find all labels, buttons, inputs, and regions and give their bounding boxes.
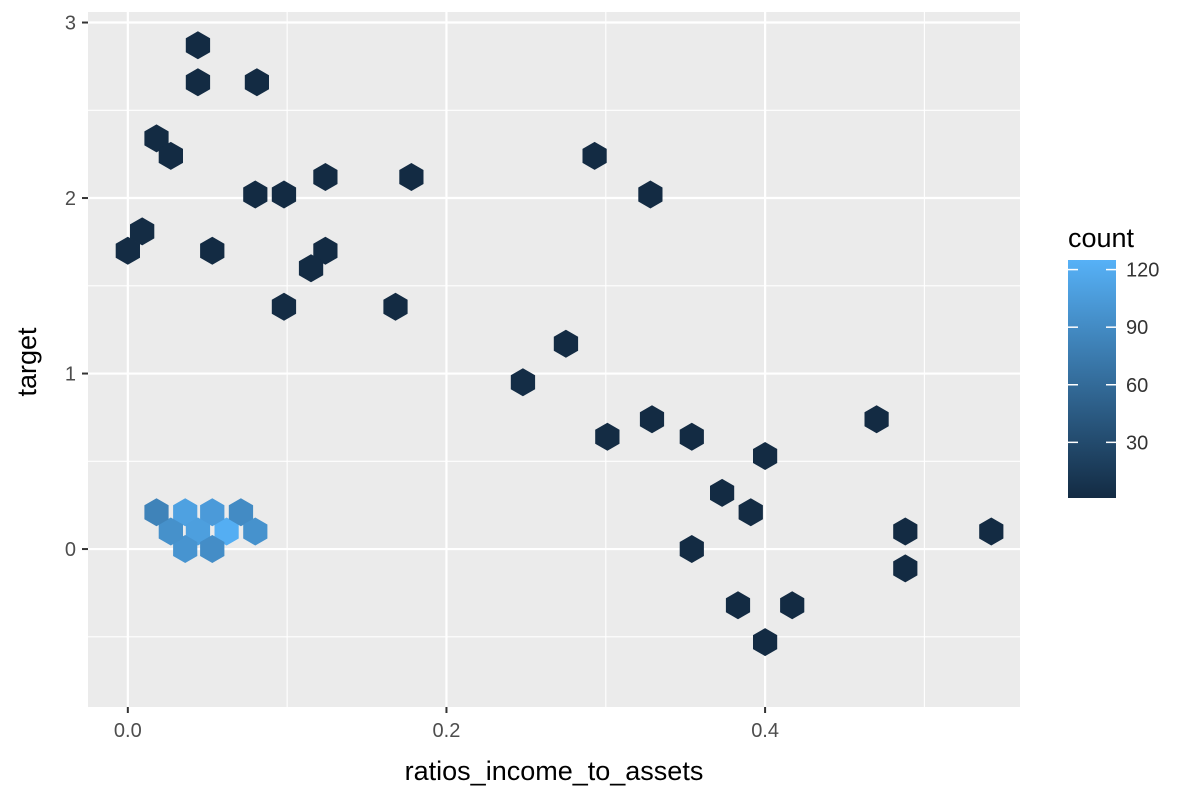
y-tick-label: 1 <box>65 364 76 386</box>
hex-bin <box>864 405 889 434</box>
legend-title: count <box>1068 223 1135 253</box>
legend: count 30 60 90 120 <box>1068 223 1159 498</box>
hex-bin <box>200 498 225 527</box>
hex-bin <box>595 422 620 451</box>
hex-bin <box>214 517 239 546</box>
hex-bin <box>244 68 269 97</box>
hex-bin <box>638 180 663 209</box>
hex-bin <box>979 517 1004 546</box>
hex-bin <box>679 535 704 563</box>
hex-bin <box>893 517 918 546</box>
hex-bin <box>200 236 225 265</box>
hex-bin <box>185 31 211 60</box>
legend-label: 60 <box>1126 375 1148 397</box>
x-tick-label: 0.0 <box>114 720 142 742</box>
hex-bin <box>271 292 297 321</box>
hex-bin <box>553 329 579 358</box>
hex-bin <box>173 535 198 563</box>
hex-bin <box>313 163 338 191</box>
hex-bin <box>185 68 211 97</box>
hex-bin <box>144 498 169 527</box>
plot-panel <box>88 12 1020 707</box>
hex-bin <box>228 498 254 527</box>
legend-ticks: 30 60 90 120 <box>1068 260 1159 454</box>
hex-bin <box>725 591 751 620</box>
y-axis-title: target <box>12 327 42 397</box>
x-axis-title: ratios_income_to_assets <box>405 756 704 786</box>
hex-bin <box>185 517 211 546</box>
hex-bins <box>115 31 1004 657</box>
hex-bin <box>510 368 536 397</box>
hex-bin <box>173 498 198 527</box>
hex-bin <box>158 517 183 546</box>
hex-bin <box>399 163 424 191</box>
hex-bin <box>200 535 225 563</box>
legend-label: 90 <box>1126 317 1148 339</box>
hex-bin <box>679 422 704 451</box>
hex-bin <box>383 292 408 321</box>
y-tick-label: 0 <box>65 539 76 561</box>
hex-bin <box>710 478 735 507</box>
x-tick-label: 0.4 <box>751 720 779 742</box>
hex-bin <box>298 254 324 283</box>
hex-bin <box>243 180 268 209</box>
y-tick-label: 2 <box>65 188 76 210</box>
axes: 0.0 0.2 0.4 0 1 2 3 <box>65 13 779 742</box>
legend-label: 120 <box>1126 260 1159 282</box>
hex-bin <box>313 236 338 265</box>
legend-label: 30 <box>1126 432 1148 454</box>
hex-bin <box>639 405 665 434</box>
hex-bin <box>893 554 918 583</box>
hex-bin <box>753 628 778 657</box>
hex-bin <box>753 442 778 470</box>
hex-bin <box>780 591 805 620</box>
hex-bin <box>144 124 169 153</box>
hex-bin <box>130 217 155 246</box>
y-tick-label: 3 <box>65 13 76 35</box>
hex-bin <box>738 498 763 527</box>
hex-bin <box>115 236 140 265</box>
x-tick-label: 0.2 <box>433 720 461 742</box>
hex-bin <box>243 517 268 546</box>
hex-bin <box>158 141 183 170</box>
hex-bin <box>582 141 607 170</box>
hex-bin <box>271 180 297 209</box>
legend-colorbar <box>1068 260 1116 498</box>
